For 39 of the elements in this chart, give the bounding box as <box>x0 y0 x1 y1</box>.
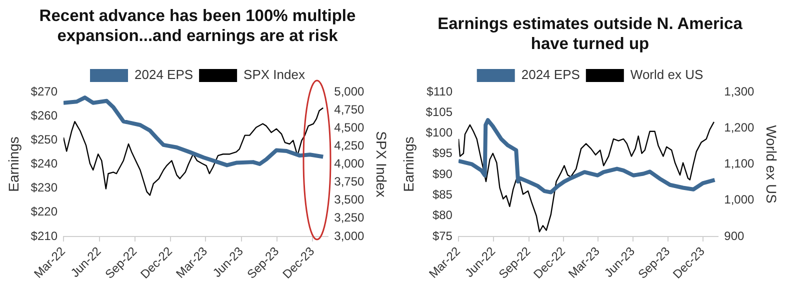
y2-tick-label: 4,500 <box>334 120 365 134</box>
legend-label: World ex US <box>630 67 704 82</box>
legend-label: SPX Index <box>244 67 306 82</box>
y-tick-label: $85 <box>432 187 453 202</box>
legend-label: 2024 EPS <box>521 67 580 82</box>
legend-label: 2024 EPS <box>134 67 194 82</box>
y2-tick-label: 1,100 <box>724 156 755 171</box>
y-axis-title: Earnings <box>400 136 416 192</box>
y2-tick-label: 4,250 <box>334 138 365 152</box>
y2-tick-label: 3,000 <box>334 228 365 243</box>
y-tick-label: $100 <box>426 126 453 140</box>
y2-tick-label: 4,000 <box>334 156 365 171</box>
y-tick-label: $75 <box>432 228 453 243</box>
y-tick-label: $210 <box>30 228 58 243</box>
y2-tick-label: 1,000 <box>724 192 755 207</box>
y-tick-label: $250 <box>30 132 58 146</box>
y-tick-label: $105 <box>426 104 453 119</box>
y2-tick-label: 5,000 <box>334 84 365 98</box>
y-tick-label: $230 <box>30 180 58 195</box>
y2-axis-title: SPX Index <box>374 131 390 198</box>
y2-tick-label: 1,200 <box>724 120 755 134</box>
y-tick-label: $270 <box>30 84 58 98</box>
y-tick-label: $80 <box>432 208 453 222</box>
y2-tick-label: 4,750 <box>334 102 365 116</box>
y2-tick-label: 3,750 <box>334 174 365 189</box>
chart-title: Recent advance has been 100% multiple expansion...and earnings are at risk <box>38 6 357 46</box>
y-tick-label: $260 <box>30 108 58 122</box>
y2-tick-label: 3,500 <box>334 192 365 207</box>
y-tick-label: $240 <box>30 156 58 171</box>
y-tick-label: $90 <box>432 166 453 181</box>
y-tick-label: $110 <box>426 84 453 98</box>
y-tick-label: $220 <box>30 204 58 219</box>
y-axis-title: Earnings <box>5 136 22 192</box>
y2-tick-label: 3,250 <box>334 210 365 225</box>
y-tick-label: $95 <box>432 146 453 160</box>
chart-title: Earnings estimates outside N. America have turned up <box>436 14 744 54</box>
y2-axis-title: World ex US <box>764 125 780 204</box>
y2-tick-label: 900 <box>724 228 745 243</box>
y2-tick-label: 1,300 <box>724 84 755 98</box>
